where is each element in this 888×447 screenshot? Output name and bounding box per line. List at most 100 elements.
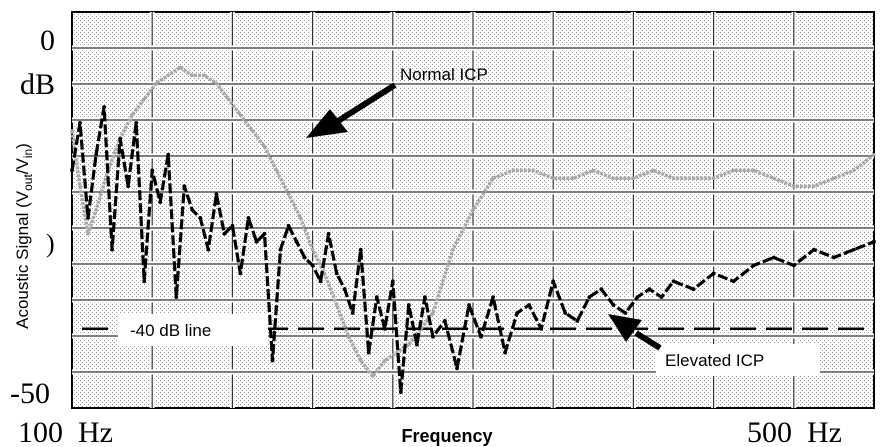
elevated-icp-label-box (656, 344, 820, 376)
data-point (599, 287, 604, 292)
data-point (158, 200, 163, 205)
data-point (310, 263, 315, 268)
data-point (142, 279, 147, 284)
data-point (274, 168, 279, 172)
data-point (166, 73, 170, 77)
data-point (178, 65, 182, 69)
data-point (238, 271, 243, 276)
data-point (691, 287, 696, 292)
data-point (190, 208, 195, 212)
data-point (671, 176, 676, 180)
annotation-elevated-icp: Elevated ICP (665, 351, 764, 370)
data-point (415, 342, 419, 347)
data-point (374, 295, 379, 299)
data-point (347, 335, 351, 339)
data-point (302, 255, 307, 260)
data-point (311, 248, 315, 252)
data-point (299, 216, 303, 220)
data-point (230, 223, 235, 228)
data-point (226, 97, 230, 101)
data-point (214, 192, 219, 197)
series-normal-icp (70, 65, 876, 379)
data-point (531, 168, 535, 172)
data-point (671, 279, 676, 284)
data-point (451, 248, 455, 252)
data-point (334, 271, 339, 276)
data-point (503, 350, 507, 355)
data-point (832, 176, 836, 180)
data-point (471, 208, 475, 212)
data-point (872, 239, 876, 244)
data-point (711, 271, 716, 276)
y-axis-label: Acoustic Signal (Vout/Vin) (13, 143, 35, 329)
data-point (712, 176, 716, 180)
data-point (635, 295, 640, 299)
data-point (222, 231, 227, 236)
data-point (130, 113, 134, 117)
data-point (262, 231, 267, 236)
series-line (70, 105, 875, 394)
data-point (94, 208, 98, 212)
data-point (571, 176, 575, 180)
arrow-normal-icp (306, 82, 397, 138)
data-point (190, 73, 194, 77)
data-point (398, 390, 403, 395)
data-point (198, 216, 203, 220)
data-point (812, 247, 816, 252)
data-point (455, 366, 459, 371)
data-point (575, 319, 580, 323)
data-point (467, 303, 471, 307)
data-point (294, 239, 299, 244)
series-elevated-icp (70, 105, 876, 395)
data-point (852, 168, 856, 172)
data-point (406, 303, 411, 307)
data-point (262, 145, 267, 149)
reference-line-label-box (118, 314, 268, 346)
data-point (587, 295, 592, 299)
data-point (134, 121, 139, 125)
data-point (692, 176, 696, 180)
data-point (286, 192, 291, 196)
data-point (323, 271, 327, 275)
data-point (126, 184, 130, 189)
data-point (872, 153, 876, 157)
series-line (70, 65, 876, 379)
data-point (491, 176, 495, 180)
data-point (86, 216, 90, 220)
data-point (94, 152, 98, 157)
data-point (651, 168, 656, 172)
data-point (431, 311, 435, 315)
data-point (246, 216, 251, 220)
data-point (812, 184, 816, 188)
data-point (752, 168, 756, 172)
y-tick-label-db: dB (20, 68, 55, 101)
y-tick-label-0: 0 (40, 24, 55, 57)
data-point (539, 326, 544, 331)
x-axis-label: Frequency (401, 426, 492, 446)
data-point (110, 247, 114, 252)
data-point (102, 105, 106, 109)
data-point (511, 168, 515, 172)
data-point (382, 326, 387, 331)
reference-line-label: -40 dB line (130, 321, 211, 340)
data-point (551, 176, 555, 180)
data-point (358, 247, 363, 252)
data-point (335, 303, 339, 307)
data-point (326, 231, 331, 236)
data-point (238, 113, 242, 117)
data-point (150, 168, 155, 173)
data-point (70, 129, 74, 133)
data-point (350, 311, 355, 315)
data-point (751, 263, 756, 268)
data-point (254, 239, 259, 244)
data-point (383, 358, 387, 363)
data-point (166, 152, 171, 157)
data-point (515, 311, 519, 315)
x-tick-label-500hz: 500 Hz (747, 416, 842, 447)
data-point (78, 121, 82, 125)
data-point (631, 176, 636, 180)
y-tick-label-minus50: -50 (10, 377, 50, 410)
arrow-elevated-icp (608, 314, 662, 351)
data-point (771, 255, 776, 260)
